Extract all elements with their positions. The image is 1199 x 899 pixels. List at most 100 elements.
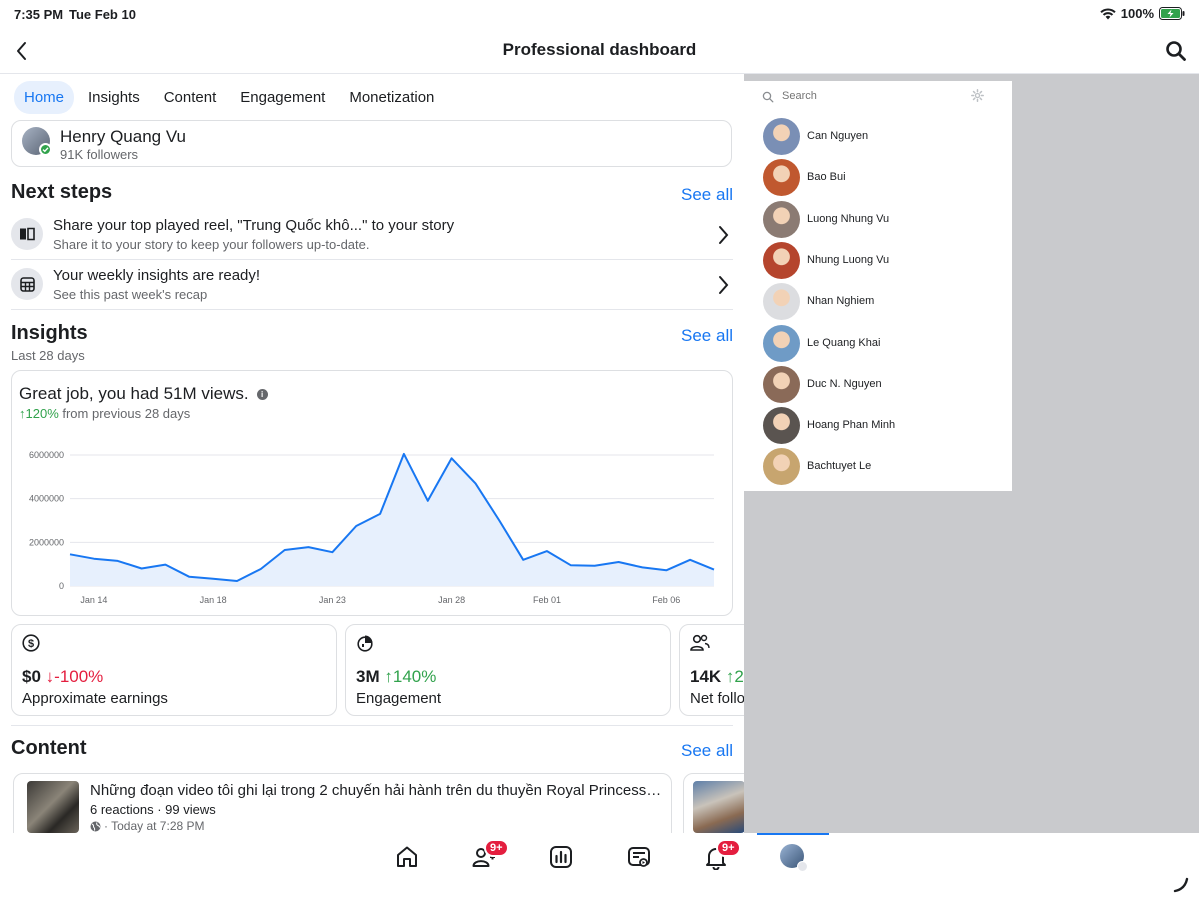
- friend-name: Luong Nhung Vu: [807, 212, 890, 225]
- menu-badge-icon: [797, 861, 808, 872]
- friend-name: Can Nguyen: [807, 130, 869, 142]
- y-tick-label: 2000000: [29, 537, 64, 547]
- back-button[interactable]: [12, 40, 34, 62]
- next-step-item[interactable]: Your weekly insights are ready! See this…: [11, 260, 733, 310]
- next-steps-see-all-link[interactable]: See all: [681, 185, 733, 204]
- metric-card-followers[interactable]: 14K ↑2 Net follo: [679, 624, 744, 716]
- next-step-title: Your weekly insights are ready!: [53, 267, 261, 284]
- friend-name: Nhung Luong Vu: [807, 253, 890, 266]
- insights-icon: [548, 844, 574, 870]
- x-tick-label: Feb 01: [533, 595, 561, 605]
- bottom-nav-bar: 9+ 9+: [0, 833, 1199, 899]
- nav-friends[interactable]: 9+: [471, 839, 509, 870]
- nav-feeds[interactable]: [626, 844, 652, 870]
- chart-change: ↑120% from previous 28 days: [19, 406, 190, 421]
- content-post-card[interactable]: Những đoạn video tôi ghi lại trong 2 chu…: [13, 773, 672, 833]
- wifi-icon: [1100, 7, 1116, 20]
- tab-insights[interactable]: Insights: [88, 89, 140, 106]
- profile-card[interactable]: Henry Quang Vu 91K followers: [11, 120, 732, 167]
- next-step-item[interactable]: Share your top played reel, "Trung Quốc …: [11, 210, 733, 260]
- friend-list-item[interactable]: Duc N. Nguyen: [744, 364, 1012, 405]
- next-step-subtitle: Share it to your story to keep your foll…: [53, 237, 370, 252]
- metric-card-earnings[interactable]: $ $0 ↓-100% Approximate earnings: [11, 624, 337, 716]
- friend-search-input[interactable]: [782, 90, 952, 102]
- content-post-card[interactable]: [683, 773, 744, 833]
- friend-name: Le Quang Khai: [807, 336, 881, 349]
- friend-list-item[interactable]: Bao Bui: [744, 157, 1012, 198]
- section-divider: [11, 725, 733, 726]
- metric-card-engagement[interactable]: 3M ↑140% Engagement: [345, 624, 671, 716]
- profile-name: Henry Quang Vu: [60, 127, 186, 146]
- tab-engagement[interactable]: Engagement: [240, 89, 326, 106]
- search-button[interactable]: [1165, 40, 1187, 62]
- avatar: [763, 365, 800, 403]
- engagement-icon: [356, 634, 374, 652]
- post-title: Những đoạn video tôi ghi lại trong 2 chu…: [90, 782, 665, 799]
- battery-charging-icon: [1159, 7, 1185, 20]
- friend-list-item[interactable]: Nhung Luong Vu: [744, 240, 1012, 281]
- avatar: [763, 159, 800, 197]
- content-title: Content: [11, 737, 87, 759]
- chart-headline: Great job, you had 51M views. i: [19, 384, 268, 404]
- friend-list-item[interactable]: Can Nguyen: [744, 116, 1012, 157]
- nav-home[interactable]: [394, 844, 420, 870]
- profile-followers: 91K followers: [60, 147, 139, 162]
- tab-home[interactable]: Home: [14, 81, 75, 114]
- friend-list-item[interactable]: Nhan Nghiem: [744, 281, 1012, 322]
- friend-search-bar[interactable]: [752, 87, 1002, 109]
- friend-list-item[interactable]: Hoang Phan Minh: [744, 405, 1012, 446]
- status-bar: 7:35 PM Tue Feb 10 100%: [0, 0, 1199, 28]
- metric-label: Net follo: [690, 690, 744, 707]
- dollar-icon: $: [22, 634, 40, 652]
- x-tick-label: Jan 18: [200, 595, 227, 605]
- insights-see-all-link[interactable]: See all: [681, 326, 733, 345]
- change-text: from previous 28 days: [58, 406, 191, 421]
- metric-value: $0 ↓-100%: [22, 667, 104, 686]
- friend-list-panel: Can Nguyen Bao Bui Luong Nhung Vu Nhung Luo…: [744, 81, 1012, 491]
- avatar: [763, 118, 800, 155]
- home-icon: [394, 844, 420, 870]
- top-bar: Professional dashboard: [0, 28, 1199, 74]
- post-thumbnail: [27, 781, 79, 833]
- post-time: · Today at 7:28 PM: [90, 819, 205, 833]
- x-tick-label: Jan 14: [80, 595, 107, 605]
- avatar: [763, 200, 800, 238]
- avatar: [763, 324, 800, 362]
- next-step-subtitle: See this past week's recap: [53, 287, 208, 302]
- nav-notifications[interactable]: 9+: [703, 839, 741, 870]
- resize-handle-icon[interactable]: [1173, 877, 1189, 893]
- friend-list-item[interactable]: Luong Nhung Vu: [744, 199, 1012, 240]
- chevron-left-icon: [12, 40, 34, 62]
- status-date: Tue Feb 10: [69, 7, 136, 22]
- nav-profile[interactable]: [780, 844, 808, 872]
- gear-icon[interactable]: [971, 89, 984, 102]
- dashboard-main: Home Insights Content Engagement Monetiz…: [0, 75, 744, 833]
- views-area-chart: 6000000 4000000 2000000 0 Jan 14 Jan 18 Jan 23…: [29, 450, 715, 605]
- views-chart-card[interactable]: Great job, you had 51M views. i ↑120% fr…: [11, 370, 733, 616]
- insights-title: Insights: [11, 322, 88, 344]
- x-tick-label: Jan 28: [438, 595, 465, 605]
- avatar: [763, 407, 800, 445]
- friend-list-item[interactable]: Le Quang Khai: [744, 323, 1012, 364]
- chevron-right-icon: [717, 275, 729, 295]
- friend-list-item[interactable]: Bachtuyet Le: [744, 446, 1012, 487]
- tab-bar: Home Insights Content Engagement Monetiz…: [14, 81, 444, 114]
- friend-name: Hoang Phan Minh: [807, 419, 896, 432]
- friend-name: Duc N. Nguyen: [807, 377, 882, 390]
- change-arrow: ↑: [19, 406, 26, 421]
- tab-monetization[interactable]: Monetization: [349, 89, 435, 106]
- content-see-all-link[interactable]: See all: [681, 741, 733, 760]
- friend-name: Bachtuyet Le: [807, 460, 872, 473]
- tab-content[interactable]: Content: [163, 89, 217, 106]
- search-icon: [762, 91, 774, 103]
- y-tick-label: 6000000: [29, 450, 64, 460]
- chevron-right-icon: [717, 225, 729, 245]
- y-tick-label: 4000000: [29, 494, 64, 504]
- x-tick-label: Jan 23: [319, 595, 346, 605]
- nav-insights[interactable]: [548, 844, 574, 870]
- x-tick-label: Feb 06: [652, 595, 680, 605]
- notification-badge: 9+: [716, 839, 741, 857]
- page-title: Professional dashboard: [502, 40, 697, 59]
- book-icon: [11, 218, 43, 250]
- info-icon[interactable]: i: [256, 388, 268, 400]
